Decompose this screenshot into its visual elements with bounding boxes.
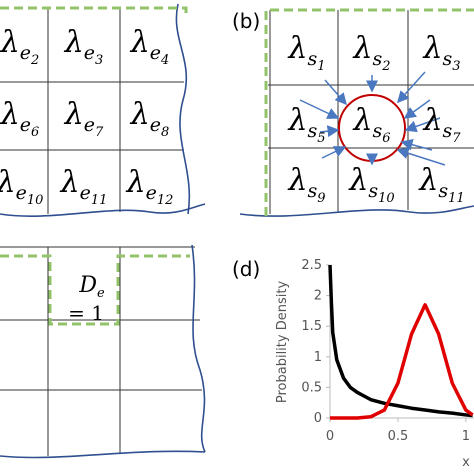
lambda-label: λe12	[126, 165, 174, 208]
lambda-label: λe6	[0, 97, 39, 140]
subscript: e	[150, 42, 161, 64]
y-tick-label: 0.5	[301, 380, 322, 395]
y-tick-label: 2.5	[301, 258, 322, 273]
lambda-label: λe4	[130, 25, 170, 68]
symbol: λ	[130, 25, 150, 60]
symbol: λ	[287, 103, 307, 138]
lambda-label: λs3	[422, 31, 460, 74]
y-axis-label: Probability Density	[275, 281, 290, 404]
lambda-label: λs7	[422, 103, 461, 146]
index: 7	[95, 125, 104, 140]
lambda-label: λe10	[0, 165, 43, 208]
symbol: λ	[348, 163, 368, 198]
line-series	[328, 264, 473, 418]
index: 7	[452, 131, 461, 146]
symbol: λ	[422, 31, 442, 66]
lambda-label: λe3	[64, 25, 104, 68]
symbol: λ	[352, 103, 372, 138]
lambda-label: λs2	[352, 31, 390, 74]
lambda-label: λs9	[287, 163, 325, 206]
symbol: λ	[130, 97, 150, 132]
subscript: s	[442, 48, 452, 70]
panel-a-grid	[0, 3, 206, 217]
index: 10	[378, 191, 395, 206]
subscript: s	[368, 180, 378, 202]
index: 6	[382, 131, 390, 146]
index: 4	[160, 53, 169, 68]
symbol: λ	[126, 165, 146, 200]
lambda-label: λe2	[0, 25, 39, 68]
symbol: λ	[64, 97, 84, 132]
d-e-label: De	[78, 273, 105, 301]
index: 9	[317, 191, 325, 206]
symbol: λ	[0, 165, 16, 200]
symbol: λ	[352, 31, 372, 66]
subscript: e	[16, 182, 27, 204]
index: 10	[27, 193, 44, 208]
subscript: s	[307, 48, 317, 70]
lambda-label: λs10	[348, 163, 394, 206]
lambda-label: λs5	[287, 103, 325, 146]
subscript: e	[20, 114, 31, 136]
subscript: e	[150, 114, 161, 136]
symbol: λ	[60, 165, 80, 200]
index: 3	[95, 53, 103, 68]
lambda-label: λs11	[418, 163, 464, 206]
y-tick-label: 1.5	[301, 319, 322, 334]
lambda-label: λe7	[64, 97, 104, 140]
subscript: s	[438, 180, 448, 202]
symbol: λ	[418, 163, 438, 198]
d-e-value: = 1	[68, 301, 104, 325]
lambda-label: λe11	[60, 165, 108, 208]
symbol: λ	[287, 31, 307, 66]
subscript: s	[372, 48, 382, 70]
index: 11	[91, 193, 108, 208]
panel-b-grid	[239, 8, 474, 217]
x-tick-label: 1	[462, 429, 470, 444]
subscript: s	[372, 120, 382, 142]
y-tick-label: 1	[314, 350, 322, 365]
subscript: e	[84, 114, 95, 136]
x-tick-label: 0.5	[388, 429, 409, 444]
subscript: e	[146, 182, 157, 204]
index: 3	[452, 59, 460, 74]
index: 2	[30, 53, 39, 68]
symbol: λ	[287, 163, 307, 198]
index: 5	[317, 131, 325, 146]
y-tick-label: 0	[314, 411, 322, 426]
symbol: λ	[64, 25, 84, 60]
index: 1	[317, 59, 325, 74]
subscript: s	[307, 180, 317, 202]
line-series	[329, 303, 474, 420]
lambda-label: λs1	[287, 31, 325, 74]
y-tick-label: 2	[314, 289, 322, 304]
index: 12	[157, 193, 174, 208]
subscript: e	[97, 286, 105, 301]
panel-c-grid	[0, 244, 206, 459]
lambda-label: λs6	[352, 103, 390, 146]
panel-label: (b)	[232, 9, 260, 33]
index: 11	[448, 191, 465, 206]
subscript: e	[20, 42, 31, 64]
symbol: λ	[0, 97, 20, 132]
lambda-label: λe8	[130, 97, 170, 140]
subscript: e	[84, 42, 95, 64]
index: 2	[381, 59, 390, 74]
symbol: D	[78, 273, 97, 298]
x-tick-label: 0	[326, 429, 334, 444]
index: 6	[31, 125, 39, 140]
subscript: s	[307, 120, 317, 142]
subscript: s	[442, 120, 452, 142]
symbol: λ	[422, 103, 442, 138]
subscript: e	[80, 182, 91, 204]
index: 8	[161, 125, 169, 140]
symbol: λ	[0, 25, 20, 60]
x-axis-label: x	[462, 455, 470, 470]
panel-label: (d)	[232, 257, 260, 281]
